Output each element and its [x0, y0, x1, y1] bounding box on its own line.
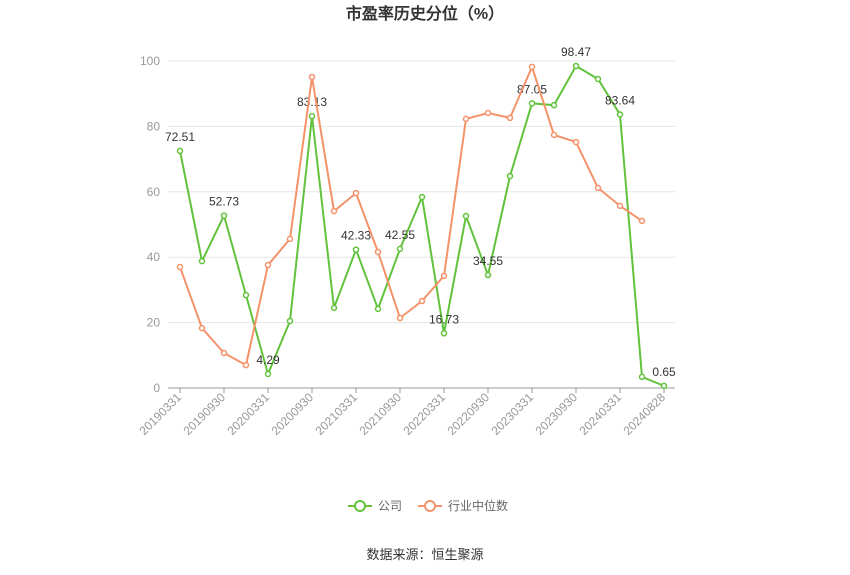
point — [220, 349, 228, 357]
x-tick-label: 20220331 — [400, 390, 448, 438]
legend-marker — [424, 500, 436, 512]
data-label: 98.47 — [561, 45, 591, 59]
point — [506, 114, 514, 122]
point — [484, 271, 492, 279]
point — [308, 112, 316, 120]
point — [220, 212, 228, 219]
point — [264, 261, 272, 269]
series-line — [179, 64, 643, 367]
point — [550, 101, 558, 109]
point — [638, 373, 646, 381]
data-label: 83.13 — [297, 95, 327, 109]
point — [638, 217, 646, 225]
point — [484, 109, 492, 117]
data-label: 72.51 — [165, 130, 195, 144]
x-tick-label: 20210331 — [312, 390, 360, 438]
point — [198, 324, 206, 332]
data-label: 83.64 — [605, 93, 635, 107]
point — [330, 304, 338, 312]
data-label: 16.73 — [429, 312, 459, 326]
y-tick-label: 60 — [147, 185, 161, 199]
point — [396, 314, 404, 322]
y-tick-label: 20 — [147, 316, 161, 330]
point — [550, 131, 558, 139]
data-label: 34.55 — [473, 254, 503, 268]
y-tick-label: 0 — [153, 381, 160, 395]
data-label: 42.55 — [385, 228, 415, 242]
x-tick-label: 20190331 — [136, 390, 184, 438]
legend-marker — [354, 500, 366, 512]
point — [374, 305, 382, 313]
x-tick-label: 20200331 — [224, 390, 272, 438]
point — [374, 248, 382, 256]
point — [572, 62, 580, 70]
x-tick-label: 20210930 — [356, 390, 404, 438]
point — [440, 330, 448, 337]
point — [594, 184, 602, 192]
data-label: 0.65 — [652, 365, 676, 379]
chart-title: 市盈率历史分位（%） — [346, 4, 504, 23]
point — [396, 245, 404, 253]
x-tick-label: 20240828 — [620, 390, 668, 438]
point — [528, 63, 536, 71]
point — [418, 193, 426, 201]
y-tick-label: 100 — [140, 54, 160, 68]
point — [176, 263, 184, 271]
point — [506, 172, 514, 180]
legend-label: 公司 — [378, 499, 402, 513]
data-label: 52.73 — [209, 195, 239, 209]
source: 数据来源：恒生聚源 — [366, 547, 483, 562]
point — [330, 207, 338, 215]
point — [462, 115, 470, 123]
data-label: 42.33 — [341, 229, 371, 243]
point — [418, 297, 426, 305]
point — [242, 291, 250, 299]
point — [616, 111, 624, 118]
x-tick-label: 20240331 — [576, 390, 624, 438]
data-label: 4.29 — [256, 353, 280, 367]
point — [594, 75, 602, 83]
x-tick-label: 20230331 — [488, 390, 536, 438]
point — [286, 235, 294, 243]
point — [352, 246, 360, 253]
y-tick-label: 40 — [147, 250, 161, 264]
point — [176, 147, 184, 155]
point — [660, 382, 668, 390]
legend-label: 行业中位数 — [448, 498, 508, 513]
point — [462, 212, 470, 220]
point — [352, 189, 360, 197]
point — [616, 202, 624, 210]
x-tick-label: 20200930 — [268, 390, 316, 438]
point — [286, 317, 294, 325]
point — [528, 100, 536, 107]
point — [440, 272, 448, 280]
point — [308, 73, 316, 81]
point — [572, 138, 580, 146]
y-tick-label: 80 — [147, 119, 161, 133]
x-tick-label: 20190930 — [180, 390, 228, 438]
x-tick-label: 20230930 — [532, 390, 580, 438]
point — [264, 370, 272, 378]
x-tick-label: 20220930 — [444, 390, 492, 438]
point — [242, 361, 250, 369]
point — [198, 257, 206, 265]
